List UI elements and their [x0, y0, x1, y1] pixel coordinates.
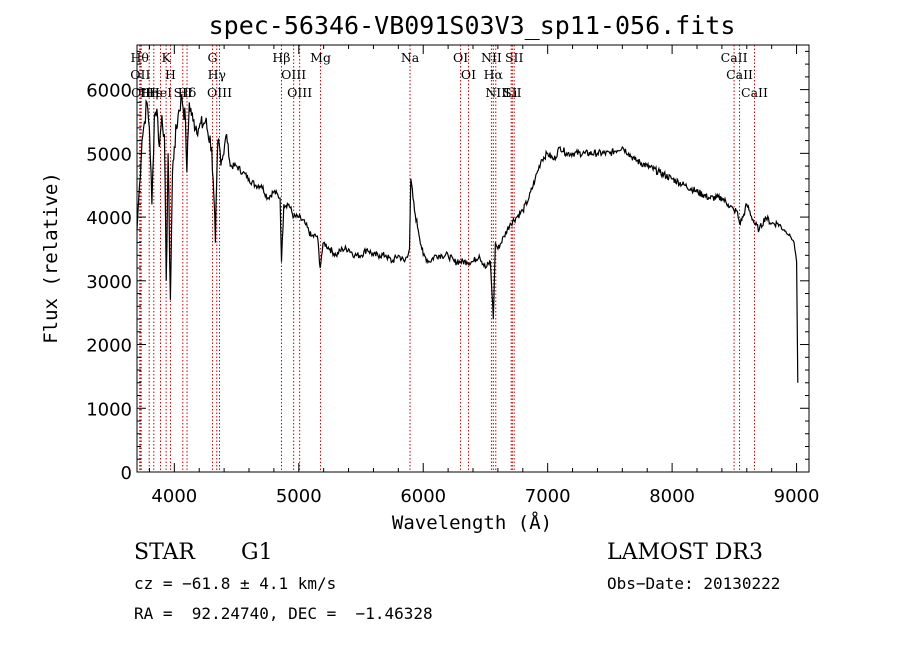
spectral-line-label: SII — [174, 85, 193, 100]
x-tick-label: 8000 — [649, 486, 695, 507]
spectral-line-label: OIII — [207, 85, 232, 100]
spectral-line-label: Na — [401, 50, 420, 65]
y-tick-label: 4000 — [86, 208, 132, 229]
spectral-line-label: SII — [505, 50, 524, 65]
spectral-line-label: NII — [481, 50, 502, 65]
y-tick-label: 5000 — [86, 144, 132, 165]
spectral-line-label: HeI — [149, 85, 172, 100]
spectral-line-label: OIII — [281, 67, 306, 82]
y-tick-label: 0 — [121, 463, 132, 484]
object-subclass: G1 — [241, 540, 273, 565]
y-axis-label: Flux (relative) — [40, 172, 62, 344]
spectral-line-label: Hα — [484, 67, 504, 82]
spectral-line-label: OI — [453, 50, 468, 65]
x-tick-label: 5000 — [276, 486, 322, 507]
spectral-line-label: OII — [130, 67, 150, 82]
spectral-line-label: NII — [485, 85, 506, 100]
spectral-line-label: Hθ — [131, 50, 149, 65]
spectral-line-label: CaII — [726, 67, 753, 82]
coordinates-info: RA = 92.24740, DEC = −1.46328 — [134, 604, 433, 623]
spectral-line-label: H — [165, 67, 176, 82]
spectrum-series-line — [136, 93, 799, 383]
survey-name: LAMOST DR3 — [607, 540, 763, 565]
x-axis-label: Wavelength (Å) — [392, 511, 552, 534]
spectral-line-label: Mg — [310, 50, 331, 65]
y-axis: 0 1000 2000 3000 4000 5000 6000 — [86, 50, 809, 484]
y-tick-label: 1000 — [86, 399, 132, 420]
spectral-line-label: G — [208, 50, 218, 65]
observation-date: Obs−Date: 20130222 — [607, 574, 781, 593]
spectral-line-label: OII — [131, 85, 151, 100]
spectral-line-label: Hη — [140, 85, 158, 100]
y-tick-label: 6000 — [86, 81, 132, 102]
y-tick-label: 3000 — [86, 272, 132, 293]
spectral-line-label: CaII — [741, 85, 768, 100]
spectral-line-label: SII — [503, 85, 522, 100]
spectral-line-label: Li — [505, 85, 517, 100]
object-class: STAR — [134, 540, 195, 565]
plot-frame — [136, 44, 810, 473]
chart-title: spec-56346-VB091S03V3_sp11-056.fits — [209, 11, 736, 40]
spectral-line-label: OIII — [287, 85, 312, 100]
x-tick-label: 7000 — [525, 486, 571, 507]
spectral-line-label: K — [161, 50, 171, 65]
y-tick-label: 2000 — [86, 336, 132, 357]
x-axis: 4000 5000 6000 7000 8000 9000 — [148, 45, 820, 507]
spectral-line-label: Hγ — [208, 67, 226, 82]
redshift-info: cz = −61.8 ± 4.1 km/s — [134, 574, 337, 593]
spectral-line-label: Hε — [145, 85, 162, 100]
spectral-line-label: Hβ — [272, 50, 290, 65]
x-tick-label: 4000 — [151, 486, 197, 507]
spectral-line-label: OI — [461, 67, 476, 82]
spectral-line-label: CaII — [721, 50, 748, 65]
x-tick-label: 6000 — [400, 486, 446, 507]
x-tick-label: 9000 — [774, 486, 820, 507]
